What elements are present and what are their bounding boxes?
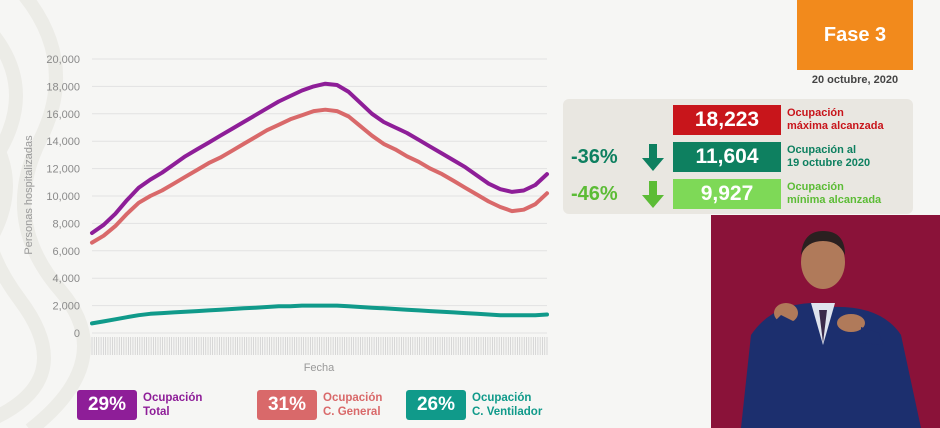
stat-label: Ocupación al 19 octubre 2020	[787, 144, 913, 170]
x-axis-ticks	[91, 337, 548, 355]
stat-value-box: 11,604	[673, 142, 781, 172]
stat-label-line1: Ocupación al	[787, 144, 857, 156]
legend-percentage: 29%	[77, 390, 137, 420]
arrow-down-icon	[642, 144, 664, 171]
stat-label-line1: Ocupación	[787, 107, 844, 119]
interpreter-image	[711, 215, 940, 428]
series-line-0	[90, 81, 549, 235]
stat-row-current: -36% 11,604 Ocupación al 19 octubre 2020	[563, 140, 913, 174]
legend-percentage: 31%	[257, 390, 317, 420]
y-tick-label: 20,000	[46, 54, 80, 66]
y-tick-label: 10,000	[46, 191, 80, 203]
arrow-down-icon	[642, 181, 664, 208]
sign-language-interpreter-video	[711, 215, 940, 428]
series-line-2	[90, 303, 549, 326]
legend-label: Ocupación C. General	[323, 391, 433, 419]
y-axis-ticks: 0 2,000 4,000 6,000 8,000 10,000 12,000 14,000 1…	[46, 54, 80, 340]
y-tick-label: 6,000	[52, 246, 80, 258]
y-tick-label: 4,000	[52, 273, 80, 285]
series-line-1	[90, 107, 549, 245]
legend-label-line2: C. General	[323, 406, 381, 418]
legend-label-line1: Ocupación	[323, 392, 383, 404]
y-tick-label: 14,000	[46, 136, 80, 148]
grid-lines	[92, 58, 547, 334]
stat-row-min: -46% 9,927 Ocupación mínima alcanzada	[563, 177, 913, 211]
y-tick-label: 12,000	[46, 164, 80, 176]
stat-label-line1: Ocupación	[787, 181, 844, 193]
legend-label-line2: C. Ventilador	[472, 406, 543, 418]
y-tick-label: 16,000	[46, 109, 80, 121]
report-date: 20 octubre, 2020	[811, 74, 899, 86]
y-tick-label: 18,000	[46, 81, 80, 93]
stat-percentage: -36%	[571, 146, 618, 168]
y-tick-label: 2,000	[52, 301, 80, 313]
stat-row-max: 18,223 Ocupación máxima alcanzada	[563, 103, 913, 137]
y-axis-label: Personas hospitalizadas	[23, 135, 35, 255]
y-tick-label: 0	[74, 328, 80, 340]
stat-label: Ocupación máxima alcanzada	[787, 107, 913, 133]
stat-label-line2: mínima alcanzada	[787, 194, 882, 206]
stat-percentage: -46%	[571, 183, 618, 205]
legend-label-line2: Total	[143, 406, 170, 418]
stat-value-box: 9,927	[673, 179, 781, 209]
stats-panel: 18,223 Ocupación máxima alcanzada -36% 1…	[563, 99, 913, 214]
legend-label-line1: Ocupación	[472, 392, 532, 404]
legend-label: Ocupación Total	[143, 391, 253, 419]
stat-label: Ocupación mínima alcanzada	[787, 181, 913, 207]
stat-value-box: 18,223	[673, 105, 781, 135]
phase-badge: Fase 3	[797, 0, 913, 70]
legend-label: Ocupación C. Ventilador	[472, 391, 582, 419]
y-tick-label: 8,000	[52, 218, 80, 230]
stat-label-line2: máxima alcanzada	[787, 120, 884, 132]
series-lines	[90, 81, 549, 326]
legend-label-line1: Ocupación	[143, 392, 203, 404]
x-axis-label: Fecha	[304, 362, 335, 374]
stat-label-line2: 19 octubre 2020	[787, 157, 871, 169]
legend-percentage: 26%	[406, 390, 466, 420]
